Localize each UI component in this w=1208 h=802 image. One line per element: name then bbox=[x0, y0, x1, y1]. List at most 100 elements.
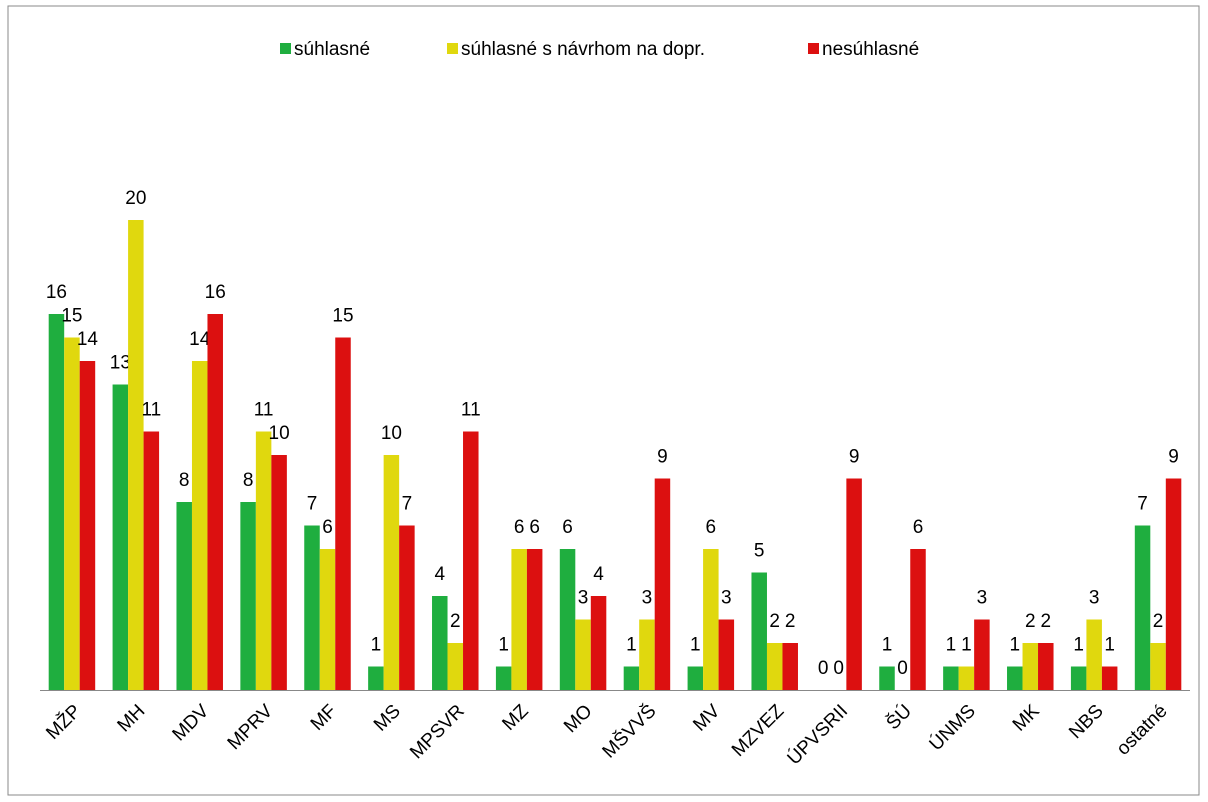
bar bbox=[526, 549, 543, 690]
bar bbox=[1150, 643, 1166, 690]
data-label: 9 bbox=[657, 447, 668, 468]
bar bbox=[1038, 643, 1054, 690]
bar bbox=[846, 478, 862, 690]
data-label: 3 bbox=[578, 588, 589, 609]
data-label: 1 bbox=[1073, 635, 1084, 656]
data-label: 3 bbox=[642, 588, 653, 609]
data-label: 3 bbox=[721, 588, 732, 609]
bar bbox=[718, 619, 735, 690]
data-label: 6 bbox=[529, 517, 540, 538]
bar bbox=[79, 361, 96, 690]
bar bbox=[782, 643, 798, 690]
bar bbox=[176, 502, 192, 690]
bar bbox=[191, 361, 208, 690]
bar bbox=[240, 502, 256, 690]
data-label: 6 bbox=[913, 517, 924, 538]
bar bbox=[207, 314, 223, 690]
bar bbox=[64, 337, 80, 690]
data-label: 6 bbox=[322, 517, 333, 538]
data-label: 1 bbox=[882, 635, 893, 656]
data-label: 0 bbox=[833, 658, 844, 679]
data-label: 3 bbox=[977, 588, 988, 609]
data-label: 5 bbox=[754, 541, 765, 562]
data-label: 14 bbox=[77, 329, 99, 350]
data-label: 1 bbox=[946, 635, 957, 656]
bar bbox=[319, 549, 336, 690]
data-label: 1 bbox=[961, 635, 972, 656]
data-label: 3 bbox=[1089, 588, 1100, 609]
bar bbox=[943, 666, 959, 690]
bar bbox=[639, 619, 655, 690]
bar bbox=[879, 666, 895, 690]
data-label: 0 bbox=[897, 658, 908, 679]
bar bbox=[255, 431, 272, 690]
bar bbox=[575, 619, 591, 690]
bar bbox=[703, 549, 719, 690]
data-label: 15 bbox=[61, 306, 82, 327]
data-label: 10 bbox=[381, 423, 402, 444]
bar bbox=[368, 666, 384, 690]
bar bbox=[1086, 619, 1102, 690]
bar bbox=[495, 666, 512, 690]
data-label: 13 bbox=[110, 353, 131, 374]
bar bbox=[974, 619, 990, 690]
data-label: 1 bbox=[498, 635, 509, 656]
data-label: 0 bbox=[818, 658, 829, 679]
data-label: 1 bbox=[1104, 635, 1115, 656]
bar bbox=[399, 525, 415, 690]
data-label: 14 bbox=[189, 329, 211, 350]
bar bbox=[958, 666, 975, 690]
data-label: 9 bbox=[849, 447, 860, 468]
data-label: 11 bbox=[141, 400, 161, 421]
data-label: 9 bbox=[1168, 447, 1179, 468]
data-label: 7 bbox=[402, 494, 413, 515]
data-label: 15 bbox=[332, 306, 353, 327]
bar bbox=[128, 220, 144, 690]
data-label: 7 bbox=[307, 494, 318, 515]
bar bbox=[383, 455, 400, 690]
bar bbox=[1165, 478, 1182, 690]
data-label: 1 bbox=[690, 635, 701, 656]
data-label: 7 bbox=[1137, 494, 1148, 515]
legend-swatch bbox=[447, 43, 458, 54]
bar bbox=[687, 666, 704, 690]
bar bbox=[1134, 525, 1151, 690]
legend-swatch bbox=[280, 43, 291, 54]
bar bbox=[48, 314, 65, 690]
bar bbox=[559, 549, 576, 690]
data-label: 16 bbox=[46, 282, 67, 303]
bar bbox=[143, 431, 160, 690]
legend-label: nesúhlasné bbox=[822, 39, 919, 60]
data-label: 6 bbox=[514, 517, 525, 538]
bar bbox=[1022, 643, 1039, 690]
bar bbox=[910, 549, 926, 690]
data-label: 2 bbox=[450, 611, 461, 632]
bar bbox=[447, 643, 464, 690]
data-label: 6 bbox=[706, 517, 717, 538]
data-label: 2 bbox=[1025, 611, 1036, 632]
bar bbox=[1007, 666, 1023, 690]
data-label: 2 bbox=[1153, 611, 1164, 632]
bar bbox=[432, 596, 448, 690]
bar bbox=[654, 478, 671, 690]
data-label: 20 bbox=[125, 188, 146, 209]
data-label: 11 bbox=[254, 400, 274, 421]
data-label: 8 bbox=[179, 470, 190, 491]
bar bbox=[623, 666, 640, 690]
bar bbox=[766, 643, 783, 690]
data-label: 1 bbox=[1009, 635, 1020, 656]
data-label: 2 bbox=[769, 611, 780, 632]
bar bbox=[335, 337, 351, 690]
bar bbox=[271, 455, 287, 690]
data-label: 8 bbox=[243, 470, 254, 491]
data-label: 11 bbox=[461, 400, 481, 421]
bar bbox=[112, 384, 129, 690]
legend-label: súhlasné bbox=[294, 39, 370, 60]
bar bbox=[511, 549, 527, 690]
data-label: 2 bbox=[1040, 611, 1051, 632]
data-label: 4 bbox=[593, 564, 604, 585]
data-label: 6 bbox=[562, 517, 573, 538]
data-label: 10 bbox=[269, 423, 290, 444]
legend-label: súhlasné s návrhom na dopr. bbox=[461, 39, 705, 60]
